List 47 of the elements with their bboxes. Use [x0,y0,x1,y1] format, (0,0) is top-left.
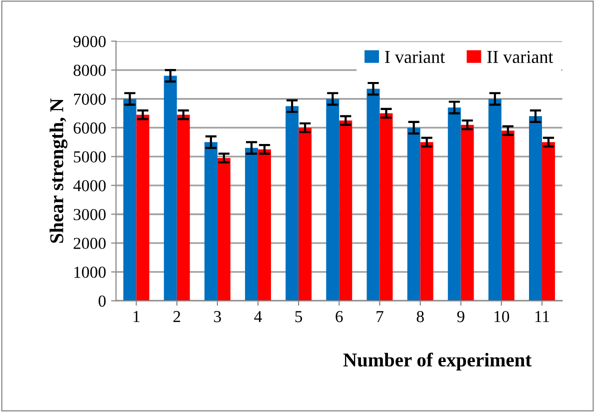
bar [407,128,420,301]
bar [501,130,514,301]
y-tick-label: 9000 [74,36,106,48]
x-tick-label: 11 [535,311,550,322]
y-tick-label: 6000 [74,122,106,134]
x-tick-label: 9 [457,311,464,322]
y-tick-label: 2000 [74,238,106,250]
legend-label: II variant [487,50,554,64]
bar [339,120,352,301]
bar [488,98,502,301]
bar [542,142,555,301]
x-tick-label: 5 [295,311,302,322]
bar [448,108,461,301]
y-tick-label: 5000 [74,151,106,163]
bar [298,128,312,301]
x-tick-label: 1 [134,311,140,322]
bar [164,76,177,301]
bar [204,142,218,301]
y-axis-title: Shear strength, N [50,98,68,243]
x-tick-label: 10 [494,310,510,322]
x-tick-label: 6 [336,311,343,322]
y-tick-label: 0 [98,295,106,307]
bar [420,142,434,301]
y-tick-label: 4000 [73,180,106,192]
x-tick-label: 2 [173,311,180,322]
bar [176,114,190,301]
y-tick-label: 8000 [74,64,106,76]
legend-label: I variant [385,50,445,64]
y-tick-label: 1000 [74,266,106,278]
x-axis-title: Number of experiment [343,352,532,371]
bar [123,98,136,301]
bar [258,149,271,301]
bar [460,124,474,301]
bar [217,158,230,301]
x-tick-label: 8 [416,310,424,322]
x-tick-label: 7 [376,311,384,322]
bar [366,88,380,301]
bar [380,113,393,301]
y-tick-label: 7000 [74,94,106,105]
bar [245,148,258,301]
x-tick-label: 3 [214,311,221,322]
y-tick-label: 3000 [74,208,106,220]
bar [326,98,340,301]
bar [529,116,542,301]
bar [286,106,299,301]
x-tick-label: 4 [254,311,262,322]
bar [136,114,150,301]
